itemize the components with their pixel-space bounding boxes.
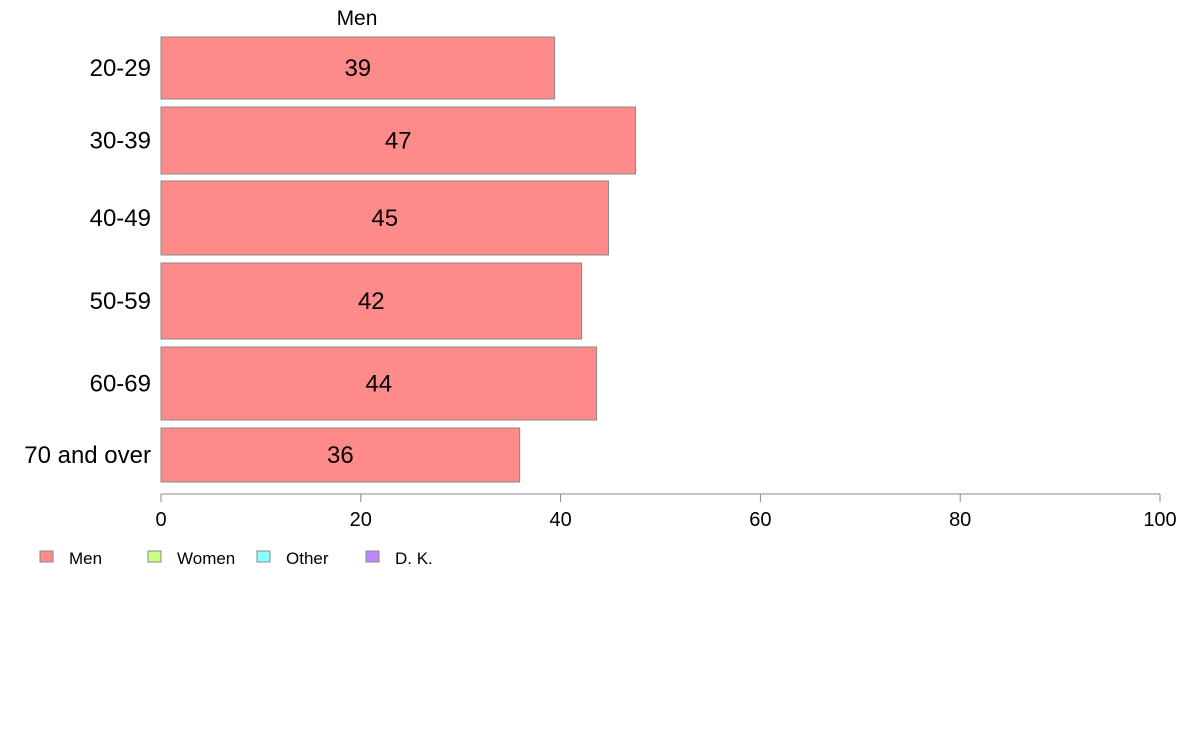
legend-label: Women: [177, 549, 235, 568]
legend-label: Other: [286, 549, 329, 568]
bar-men: [160, 106, 637, 175]
bar-value-label: 39: [344, 55, 371, 82]
x-tick-label: 0: [155, 509, 166, 531]
bar-men: [160, 36, 556, 100]
x-tick-label: 40: [549, 509, 571, 531]
bar-value-label: 47: [385, 128, 412, 155]
bars-layer: 20-29 39 30-39 47 40-49 45 50-59 42 60-69 44 70 an…: [24, 36, 637, 483]
legend: Men Women Other D. K.: [39, 549, 433, 568]
bar-men: [160, 346, 598, 421]
x-tick-label: 20: [350, 509, 372, 531]
category-label: 40-49: [90, 205, 151, 232]
legend-swatch: [147, 550, 162, 563]
legend-swatch: [365, 550, 380, 563]
x-tick-label: 80: [949, 509, 971, 531]
legend-label: D. K.: [395, 549, 433, 568]
category-label: 30-39: [90, 128, 151, 155]
bar-value-label: 42: [358, 288, 385, 315]
legend-swatch: [39, 550, 54, 563]
x-tick-label: 100: [1143, 509, 1176, 531]
bar-value-label: 36: [327, 442, 354, 469]
category-label: 60-69: [90, 371, 151, 398]
x-tick-label: 60: [749, 509, 771, 531]
series-title: Men: [337, 7, 378, 30]
bar-men: [160, 427, 521, 483]
category-label: 50-59: [90, 288, 151, 315]
legend-label: Men: [69, 549, 102, 568]
legend-swatch: [256, 550, 271, 563]
bar-value-label: 45: [371, 205, 398, 232]
category-label: 20-29: [90, 55, 151, 82]
bar-value-label: 44: [365, 371, 392, 398]
category-label: 70 and over: [24, 442, 151, 469]
bar-men: [160, 180, 610, 256]
x-axis: 0 20 40 60 80 100: [155, 493, 1177, 531]
bar-men: [160, 262, 583, 340]
